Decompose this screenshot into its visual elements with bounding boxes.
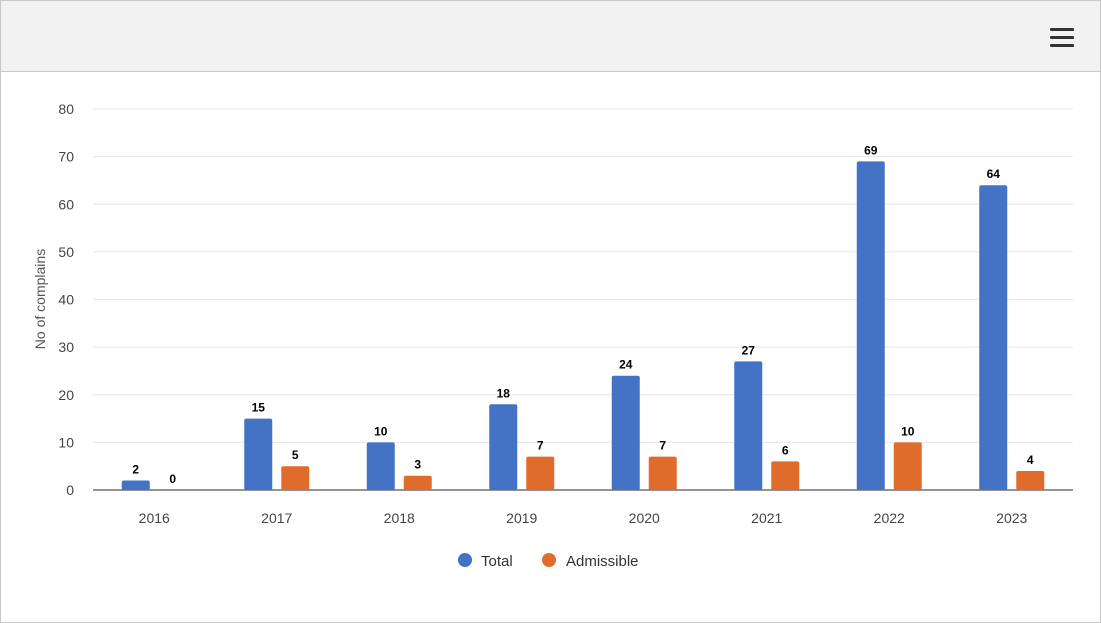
bar-total [734,361,763,490]
bar-total [856,161,885,490]
data-label: 24 [619,358,633,372]
menu-bar [1050,36,1074,39]
y-tick-label: 80 [58,101,74,117]
data-label: 10 [901,424,915,438]
bar-admissible [1016,470,1045,490]
y-tick-label: 20 [58,387,74,403]
data-label: 18 [497,386,511,400]
legend-marker-total [458,553,472,567]
y-tick-label: 0 [66,482,74,498]
data-label: 7 [537,439,544,453]
bar-total [979,185,1008,490]
x-tick-label: 2019 [506,510,537,526]
data-label: 0 [169,472,176,486]
legend-label-total: Total [481,553,513,570]
x-tick-label: 2023 [996,510,1027,526]
x-tick-label: 2018 [384,510,415,526]
y-tick-label: 30 [58,339,74,355]
menu-bar [1050,44,1074,47]
legend-marker-admissible [542,553,556,567]
bar-total [366,442,395,490]
bar-admissible [281,466,310,490]
data-label: 69 [864,143,878,157]
y-tick-label: 60 [58,196,74,212]
bar-admissible [403,475,432,490]
y-tick-label: 10 [58,434,74,450]
x-tick-label: 2022 [874,510,905,526]
data-label: 64 [987,167,1001,181]
y-tick-label: 40 [58,292,74,308]
bar-total [121,480,150,490]
bar-total [244,418,273,490]
data-label: 27 [742,343,756,357]
hamburger-menu-icon[interactable] [1047,25,1077,51]
bar-admissible [526,456,555,490]
legend-label-admissible: Admissible [566,553,639,570]
y-tick-label: 70 [58,149,74,165]
x-tick-label: 2020 [629,510,660,526]
bar-admissible [648,456,677,490]
data-label: 4 [1027,453,1034,467]
data-label: 7 [659,439,666,453]
x-tick-label: 2017 [261,510,292,526]
bar-admissible [771,461,800,490]
data-label: 5 [292,448,299,462]
y-axis-title: No of complains [32,249,48,349]
bar-admissible [893,442,922,490]
data-label: 15 [252,401,266,415]
chart-toolbar [1,1,1100,72]
data-label: 3 [414,458,421,472]
data-label: 2 [132,462,139,476]
menu-bar [1050,28,1074,31]
x-tick-label: 2021 [751,510,782,526]
bar-total [489,404,518,490]
x-tick-label: 2016 [139,510,170,526]
bar-total [611,375,640,490]
y-tick-label: 50 [58,244,74,260]
data-label: 10 [374,424,388,438]
data-label: 6 [782,443,789,457]
